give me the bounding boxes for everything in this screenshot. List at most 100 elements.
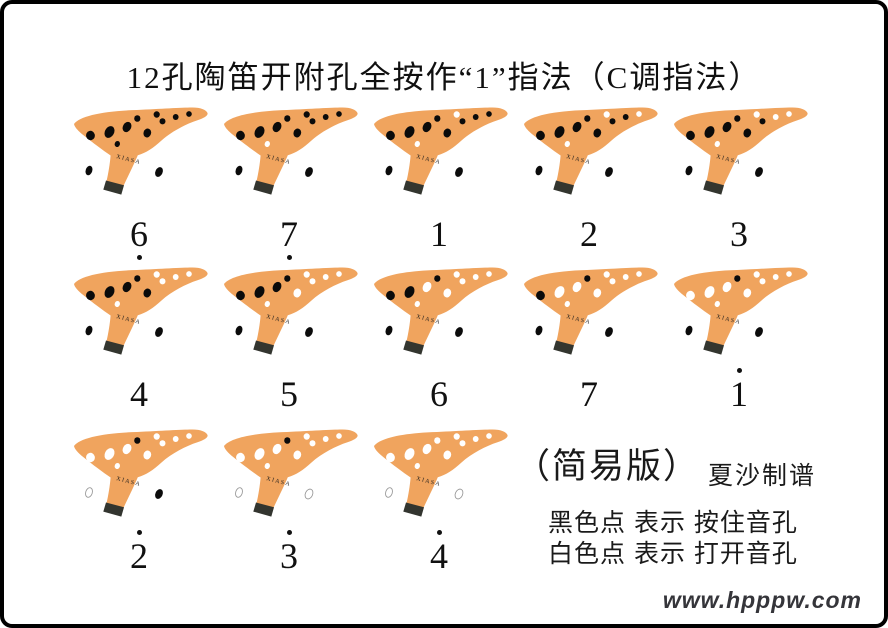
covered-hole-h11 <box>85 325 93 336</box>
octave-dot-below-slot <box>136 253 142 262</box>
ocarina-diagram: XIASA <box>209 264 369 364</box>
open-hole-h11 <box>85 487 93 498</box>
covered-hole-h12 <box>755 327 763 337</box>
brand-text: XIASA <box>416 154 442 166</box>
ocarina-diagram: XIASA <box>359 426 519 526</box>
open-hole-h6 <box>753 111 760 118</box>
open-hole-h10 <box>714 140 720 148</box>
covered-hole-h1 <box>686 130 695 141</box>
covered-hole-h10 <box>114 140 120 148</box>
covered-hole-h7 <box>309 118 316 125</box>
covered-hole-h12 <box>455 327 463 337</box>
note-number: 3 <box>280 536 298 576</box>
note-label: 6 <box>59 206 219 262</box>
open-hole-h6 <box>153 433 160 440</box>
covered-hole-h12 <box>155 489 163 499</box>
mouthpiece-tip <box>253 502 274 517</box>
covered-hole-h4 <box>143 288 152 298</box>
brand-text: XIASA <box>266 314 292 326</box>
note-label: 7 <box>509 366 669 422</box>
brand-text: XIASA <box>266 476 292 488</box>
octave-dot-above <box>736 368 742 373</box>
open-hole-h7 <box>159 278 166 285</box>
open-hole-h2 <box>104 448 115 460</box>
open-hole-h3 <box>422 443 432 455</box>
covered-hole-h12 <box>305 327 313 337</box>
note-label: 2 <box>59 528 219 584</box>
ocarina-body <box>524 267 658 347</box>
covered-hole-h2 <box>254 286 265 298</box>
note-label: 2 <box>509 206 669 262</box>
mouthpiece-tip <box>103 340 124 355</box>
covered-hole-h8 <box>622 114 629 120</box>
ocarina-svg: XIASA <box>224 107 358 195</box>
covered-hole-h11 <box>535 165 543 176</box>
open-hole-h9 <box>336 271 342 277</box>
open-hole-h7 <box>609 278 616 285</box>
note-label: 4 <box>359 528 519 584</box>
covered-hole-h2 <box>404 286 415 298</box>
ocarina-diagram: XIASA <box>209 104 369 204</box>
open-hole-h8 <box>172 274 179 280</box>
open-hole-h9 <box>636 271 642 277</box>
ocarina-diagram: XIASA <box>59 104 219 204</box>
open-hole-h9 <box>486 271 492 277</box>
open-hole-h7 <box>159 440 166 447</box>
open-hole-h7 <box>759 278 766 285</box>
ocarina-diagram: XIASA <box>359 264 519 364</box>
octave-dot-above <box>436 530 442 535</box>
open-hole-h10 <box>114 300 120 308</box>
open-hole-h7 <box>459 278 466 285</box>
ocarina-body <box>374 429 508 509</box>
note-label: 5 <box>209 366 369 422</box>
brand-text: XIASA <box>716 154 742 166</box>
open-hole-h2 <box>254 448 265 460</box>
covered-hole-h11 <box>685 325 693 336</box>
open-hole-h9 <box>186 433 192 439</box>
mouthpiece-tip <box>253 340 274 355</box>
open-hole-h4 <box>293 450 302 460</box>
ocarina-svg: XIASA <box>524 107 658 195</box>
ocarina-diagram: XIASA <box>59 426 219 526</box>
open-hole-h10 <box>414 140 420 148</box>
ocarina-svg: XIASA <box>374 429 508 517</box>
ocarina-body <box>674 267 808 347</box>
open-hole-h12 <box>304 488 314 500</box>
covered-hole-h9 <box>486 111 492 117</box>
mouthpiece-tip <box>103 502 124 517</box>
note-number: 2 <box>130 536 148 576</box>
open-hole-h10 <box>564 300 570 308</box>
covered-hole-h4 <box>293 128 302 138</box>
open-hole-h4 <box>593 288 602 298</box>
covered-hole-h5 <box>734 275 741 282</box>
covered-hole-h5 <box>134 275 141 282</box>
open-hole-h9 <box>636 111 642 117</box>
open-hole-h7 <box>309 278 316 285</box>
covered-hole-h2 <box>104 126 115 138</box>
note-number: 4 <box>130 374 148 414</box>
open-hole-h6 <box>303 271 310 278</box>
open-hole-h8 <box>472 436 479 442</box>
note-number: 5 <box>280 374 298 414</box>
ocarina-body <box>524 107 658 187</box>
open-hole-h11 <box>385 487 393 498</box>
open-hole-h8 <box>772 114 779 120</box>
covered-hole-h12 <box>755 167 763 177</box>
open-hole-h10 <box>414 300 420 308</box>
covered-hole-h4 <box>743 128 752 138</box>
octave-dot-below <box>286 255 292 260</box>
open-hole-h4 <box>443 450 452 460</box>
covered-hole-h1 <box>386 130 395 141</box>
covered-hole-h4 <box>143 128 152 138</box>
mouthpiece-tip <box>703 180 724 195</box>
note-label: 3 <box>659 206 819 262</box>
covered-hole-h5 <box>134 115 141 122</box>
brand-text: XIASA <box>566 154 592 166</box>
octave-dot-below-slot <box>286 253 292 262</box>
covered-hole-h5 <box>434 275 441 282</box>
covered-hole-h5 <box>584 115 591 122</box>
open-hole-h1 <box>86 452 95 463</box>
mouthpiece-tip <box>553 180 574 195</box>
brand-text: XIASA <box>566 314 592 326</box>
